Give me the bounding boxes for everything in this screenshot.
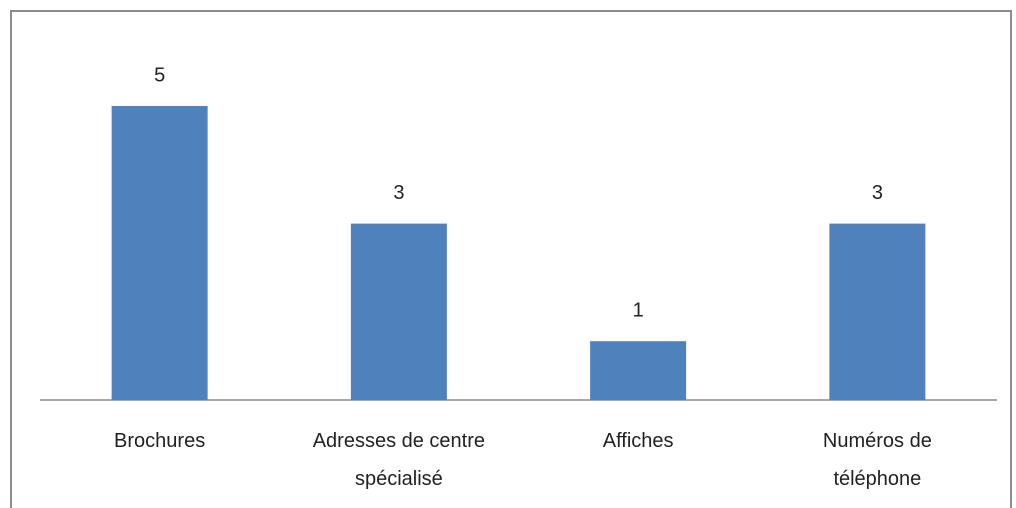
data-label: 3 <box>872 182 883 204</box>
data-label: 5 <box>154 64 165 86</box>
x-tick-label: Brochures <box>114 430 206 452</box>
bar <box>111 106 208 400</box>
data-label: 3 <box>393 182 404 204</box>
x-tick-label: Affiches <box>602 430 674 452</box>
data-label: 1 <box>633 299 644 321</box>
x-tick-label: Numéros de téléphone <box>822 430 932 490</box>
bar <box>350 223 447 400</box>
bar <box>829 223 926 400</box>
x-tick-label: Adresses de centre spécialisé <box>312 430 486 490</box>
bar <box>590 341 687 400</box>
